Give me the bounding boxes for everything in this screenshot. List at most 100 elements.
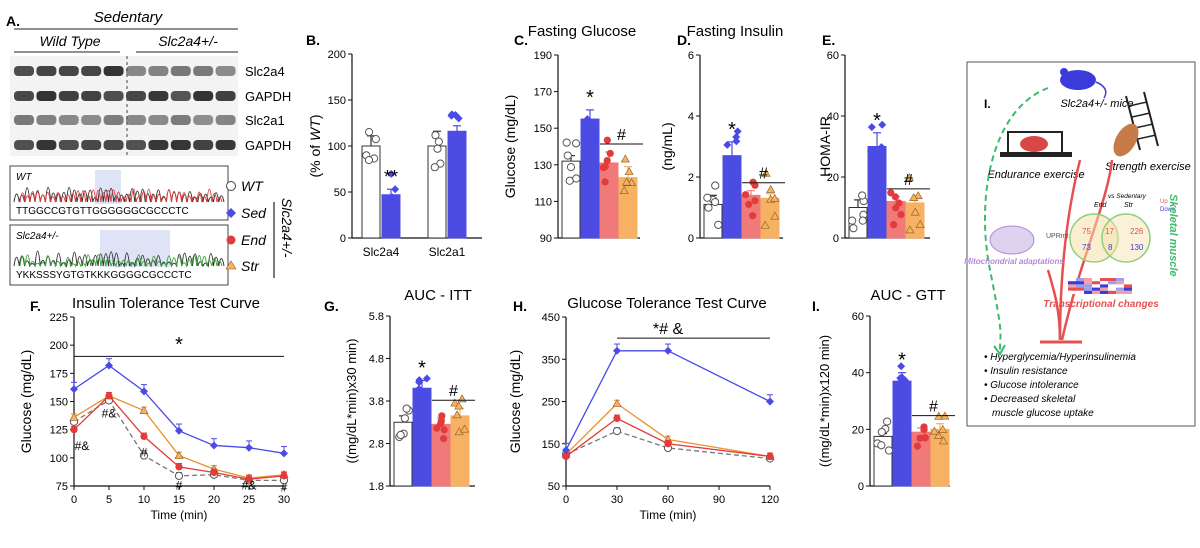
heatmap-cell: [1116, 284, 1124, 288]
legend-marker-end: [226, 235, 236, 245]
y-tick-label: 450: [542, 312, 560, 324]
data-point-str: [915, 219, 925, 228]
data-point-end: [440, 426, 448, 434]
y-tick-label: 175: [50, 368, 68, 380]
blot-band: [81, 115, 102, 125]
y-tick-label: 130: [534, 160, 552, 172]
data-point-wt: [849, 224, 858, 233]
data-point-str: [933, 430, 944, 439]
chromatogram-wt: [13, 186, 225, 203]
blot-band: [103, 66, 124, 76]
heatmap-cell: [1076, 284, 1084, 288]
data-point-str: [460, 424, 470, 433]
y-tick-label: 125: [50, 425, 68, 437]
data-point-end: [175, 463, 183, 471]
y-tick-label: 150: [50, 397, 68, 409]
heatmap-cell: [1084, 284, 1092, 288]
blot-band: [81, 91, 102, 101]
bar-sed: [722, 155, 742, 239]
x-tick-label: 30: [278, 494, 290, 506]
blot-band: [103, 91, 124, 101]
series-line-wt: [565, 430, 771, 460]
x-tick-label: 10: [138, 494, 150, 506]
data-point-end: [105, 392, 113, 400]
blot-band: [81, 140, 102, 150]
venn-circle-str: [1101, 213, 1151, 263]
y-axis-label: ((mg/dL*min)x30 min): [344, 339, 359, 464]
blot-band: [126, 140, 146, 150]
data-point-str: [174, 450, 184, 459]
seq-wt-label: WT: [16, 172, 32, 183]
data-point-wt: [883, 417, 892, 426]
blot-band: [58, 140, 79, 150]
data-point-end: [751, 197, 759, 205]
legend: WT Sed End Str Slc2a4+/-: [225, 178, 295, 278]
data-point-end: [601, 178, 609, 186]
data-point-sed: [877, 143, 886, 152]
blot-band: [148, 140, 169, 150]
chart-h: H. Glucose Tolerance Test Curve 50 150 250 35…: [507, 295, 779, 522]
data-point-sed: [388, 193, 397, 202]
x-category-label: Slc2a4: [363, 245, 400, 259]
data-point-wt: [703, 193, 712, 202]
x-category-label: Slc2a1: [429, 245, 466, 259]
y-tick-label: 20: [827, 172, 839, 184]
vs-sed-label: vs Sedentary: [1108, 193, 1147, 200]
bar-str: [450, 415, 470, 487]
blot-band: [193, 66, 214, 76]
data-point-end: [749, 212, 757, 220]
blot-band: [148, 66, 169, 76]
mice-label: Slc2a4+/- mice: [1060, 98, 1133, 110]
legend-marker-str: [225, 260, 237, 270]
data-point-sed: [390, 201, 399, 210]
series-line-end: [565, 417, 771, 458]
data-point-str: [938, 424, 948, 433]
data-point-str: [913, 191, 923, 199]
heatmap-cell: [1100, 278, 1108, 282]
x-tick-label: 25: [243, 494, 255, 506]
heatmap-cell: [1116, 278, 1124, 282]
seq-ko-label: Slc2a4+/-: [16, 231, 59, 242]
blot-band: [36, 115, 57, 125]
blot-label-3: Slc2a1: [245, 113, 285, 128]
heatmap-cell: [1108, 281, 1116, 285]
seq-ko-text: YKKSSSYGTGTKKKGGGGCGCCCTC: [16, 270, 192, 281]
data-point-sed: [878, 120, 887, 129]
blot-band: [126, 115, 146, 125]
mouse-tail: [1095, 81, 1107, 99]
chart-title: AUC - GTT: [871, 287, 946, 304]
data-point-sed: [873, 154, 882, 163]
heatmap-icon: [1068, 278, 1132, 294]
data-point-wt: [877, 427, 886, 437]
blot-band: [14, 66, 34, 76]
significance-star: *: [586, 87, 594, 109]
data-point-str: [904, 173, 914, 181]
y-tick-label: 110: [534, 196, 552, 208]
data-point-sed: [897, 362, 906, 371]
heatmap-cell: [1124, 284, 1132, 288]
heatmap-cell: [1092, 290, 1100, 294]
data-point-sed: [870, 148, 879, 157]
data-point-sed: [766, 397, 774, 406]
outcome-item: • Glucose intolerance: [984, 380, 1079, 391]
x-tick-label: 30: [611, 494, 623, 506]
y-tick-label: 40: [827, 111, 839, 123]
data-point-sed: [867, 123, 876, 132]
treadmill-icon: [1000, 131, 1072, 157]
chart-title: Glucose Tolerance Test Curve: [567, 295, 767, 312]
arrow-head-icon: [993, 344, 1006, 356]
panel-letter: F.: [30, 298, 41, 314]
data-point-wt: [430, 163, 439, 172]
legend-side-label: Slc2a4+/-: [279, 198, 295, 258]
heatmap-cell: [1108, 284, 1116, 288]
data-point-wt: [572, 174, 581, 183]
venn-down-label: Down: [1160, 207, 1175, 213]
outcome-item: • Decreased skeletal: [984, 394, 1076, 405]
y-tick-label: 40: [852, 368, 864, 380]
bar-end: [431, 423, 451, 487]
data-point-end: [921, 434, 929, 442]
significance-mark: *# &: [653, 321, 684, 338]
data-point-sed: [280, 449, 288, 458]
bar-sed: [412, 387, 432, 487]
data-point-wt: [364, 127, 374, 137]
